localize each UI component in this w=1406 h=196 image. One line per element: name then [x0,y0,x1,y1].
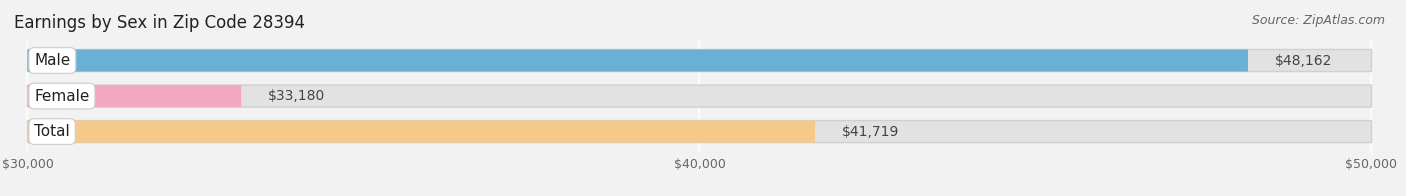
Text: Earnings by Sex in Zip Code 28394: Earnings by Sex in Zip Code 28394 [14,14,305,32]
FancyBboxPatch shape [28,121,815,142]
FancyBboxPatch shape [28,50,1371,72]
FancyBboxPatch shape [28,85,1371,107]
Text: $48,162: $48,162 [1275,54,1333,67]
FancyBboxPatch shape [28,121,1371,142]
FancyBboxPatch shape [28,50,1249,72]
Text: Male: Male [34,53,70,68]
Text: $41,719: $41,719 [842,125,900,139]
Text: Source: ZipAtlas.com: Source: ZipAtlas.com [1251,14,1385,27]
Text: Female: Female [34,89,90,103]
Text: $33,180: $33,180 [269,89,325,103]
Text: Total: Total [34,124,70,139]
FancyBboxPatch shape [28,85,242,107]
